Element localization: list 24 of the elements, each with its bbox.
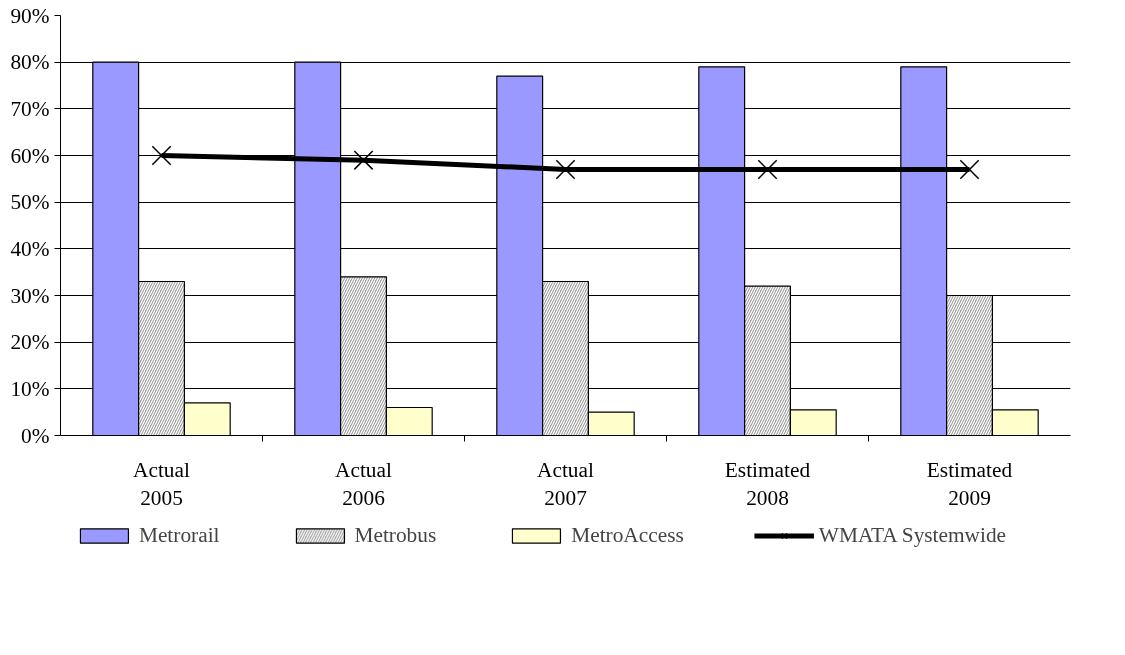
y-tick-label: 60% — [10, 143, 50, 168]
point — [151, 145, 172, 166]
x-tick-label: Actual 2007 — [537, 457, 594, 511]
y-tick-label: 40% — [10, 236, 50, 261]
y-tick-label: 90% — [10, 3, 50, 28]
point — [555, 159, 576, 180]
y-tick-label: 0% — [21, 423, 50, 448]
legend-label: MetroAccess — [571, 522, 684, 548]
y-tick-label: 30% — [10, 283, 50, 308]
legend-label: Metrorail — [138, 522, 220, 548]
y-tick-label: 70% — [10, 96, 50, 121]
x-tick-label: Actual 2006 — [335, 457, 392, 511]
point — [959, 159, 980, 180]
y-tick-label: 50% — [10, 190, 50, 215]
x-tick-label: Estimated 2009 — [926, 457, 1013, 511]
legend-label: WMATA Systemwide — [818, 522, 1007, 548]
y-tick-label: 10% — [10, 376, 50, 401]
point — [757, 159, 778, 180]
y-tick-label: 20% — [10, 330, 50, 355]
legend-label: Metrobus — [354, 522, 437, 548]
x-tick-label: Estimated 2008 — [724, 457, 811, 511]
point — [353, 150, 374, 171]
x-tick-label: Actual 2005 — [133, 457, 190, 511]
y-tick-label: 80% — [10, 50, 50, 75]
